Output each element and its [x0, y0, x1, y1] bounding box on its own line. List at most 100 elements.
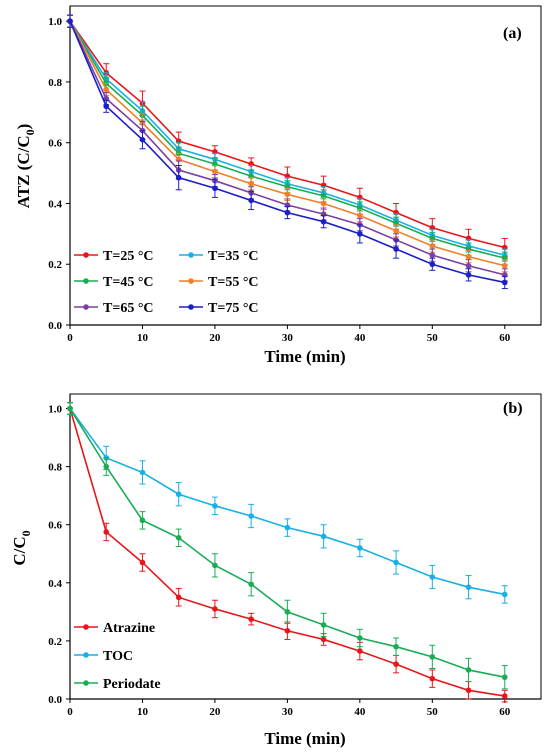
data-point: [212, 606, 218, 612]
panel-a-x-axis-title: Time (min): [264, 347, 345, 366]
panel-a-y-axis-title-subscript: 0: [23, 129, 37, 135]
data-point: [357, 231, 363, 237]
legend-item: Atrazine: [74, 621, 155, 636]
data-point: [465, 253, 472, 260]
y-tick-label: 1.0: [48, 16, 62, 28]
panel-a-y-axis-title: ATZ (C/C0): [14, 124, 37, 209]
data-point: [212, 168, 218, 175]
data-point: [357, 545, 363, 551]
legend-swatch-marker: [83, 304, 89, 310]
panel-b-y-axis-title-subscript: 0: [19, 530, 33, 536]
legend-label: TOC: [103, 649, 133, 664]
x-tick-label: 10: [137, 332, 149, 344]
y-tick-label: 0.6: [48, 138, 62, 150]
legend-swatch-marker: [83, 624, 89, 630]
x-tick-label: 60: [499, 706, 511, 718]
y-tick-label: 0.8: [48, 77, 62, 89]
series-t-35-c: [67, 14, 508, 262]
series-t-45-c: [67, 14, 508, 265]
data-point: [465, 262, 472, 269]
panel-a-legend: T=25 °C T=35 °C T=45 °C T=55 °C T=65 °C T=75 …: [74, 249, 259, 316]
data-point: [248, 581, 254, 588]
data-point: [501, 279, 508, 286]
legend-swatch-marker: [83, 680, 89, 686]
legend-item: T=65 °C: [74, 301, 154, 316]
x-tick-label: 40: [354, 706, 366, 718]
data-point: [465, 687, 472, 694]
data-point: [429, 574, 436, 580]
data-point: [139, 517, 146, 524]
legend-item: T=45 °C: [74, 275, 154, 290]
series-periodate: [67, 402, 508, 690]
series-toc: [67, 402, 508, 604]
data-point: [248, 180, 254, 187]
series-line: [69, 20, 505, 256]
panel-a-y-axis-title-main: ATZ (C/C: [14, 135, 33, 208]
data-point: [501, 674, 508, 681]
data-point: [175, 534, 182, 541]
legend-swatch-marker: [188, 304, 194, 310]
data-point: [67, 18, 73, 24]
data-point: [103, 103, 110, 110]
legend-swatch-marker: [188, 252, 194, 258]
data-point: [103, 86, 110, 93]
panel-a-label: (a): [503, 25, 522, 42]
data-point: [465, 584, 472, 590]
panel-b-y-axis-title-main: C/C: [10, 536, 29, 565]
data-point: [284, 609, 291, 615]
data-point: [357, 635, 363, 641]
data-point: [103, 529, 110, 535]
legend-item: Periodate: [74, 677, 161, 692]
series-line: [69, 408, 505, 596]
x-tick-label: 20: [209, 706, 221, 718]
panel-b-y-ticks: 0.0 0.2 0.4 0.6 0.8 1.0: [48, 404, 70, 706]
panel-a: (a) 0 10 20 30 40 50 60 0.0 0.2 0.4 0.6 0.8 1.0 Tim…: [14, 5, 542, 366]
legend-swatch-marker: [83, 252, 89, 258]
data-point: [212, 503, 218, 509]
x-tick-label: 60: [499, 332, 511, 344]
data-point: [320, 533, 327, 540]
data-point: [465, 667, 472, 673]
legend-label: T=75 °C: [208, 301, 259, 316]
data-point: [320, 218, 327, 225]
data-point: [139, 559, 146, 566]
data-point: [212, 185, 218, 192]
y-tick-label: 0.0: [48, 320, 62, 332]
legend-label: T=45 °C: [103, 275, 154, 290]
data-point: [248, 616, 254, 622]
y-tick-label: 0.2: [48, 636, 62, 648]
data-point: [429, 654, 436, 660]
y-tick-label: 1.0: [48, 404, 62, 416]
data-point: [320, 636, 327, 643]
panel-b: (b) 0 10 20 30 40 50 60 0.0 0.2 0.4 0.6 0.8 1.0 Tim…: [10, 393, 542, 748]
data-point: [103, 463, 110, 470]
panel-a-y-axis-title-end: ): [14, 124, 33, 130]
panel-a-y-ticks: 0.0 0.2 0.4 0.6 0.8 1.0: [48, 16, 70, 332]
panel-b-y-axis-title: C/C0: [10, 530, 33, 565]
x-tick-label: 50: [427, 706, 439, 718]
panel-b-x-ticks: 0 10 20 30 40 50 60: [67, 699, 511, 718]
panel-b-x-axis-title: Time (min): [264, 729, 345, 748]
y-tick-label: 0.0: [48, 694, 62, 706]
data-point: [175, 491, 182, 498]
data-point: [429, 243, 436, 249]
series-t-55-c: [67, 14, 508, 273]
panel-b-series: [67, 402, 508, 703]
legend-label: Periodate: [103, 677, 161, 692]
data-point: [501, 591, 508, 598]
panel-a-series: [67, 14, 508, 290]
panel-b-plot-frame: [69, 393, 542, 700]
x-tick-label: 30: [282, 332, 294, 344]
data-point: [429, 675, 436, 682]
y-tick-label: 0.8: [48, 462, 62, 474]
data-point: [393, 661, 399, 667]
data-point: [393, 559, 399, 566]
legend-label: T=35 °C: [208, 249, 259, 264]
data-point: [465, 272, 472, 278]
data-point: [175, 594, 182, 601]
x-tick-label: 10: [137, 706, 149, 718]
y-tick-label: 0.4: [48, 198, 62, 210]
data-point: [501, 693, 508, 699]
data-point: [248, 513, 254, 519]
